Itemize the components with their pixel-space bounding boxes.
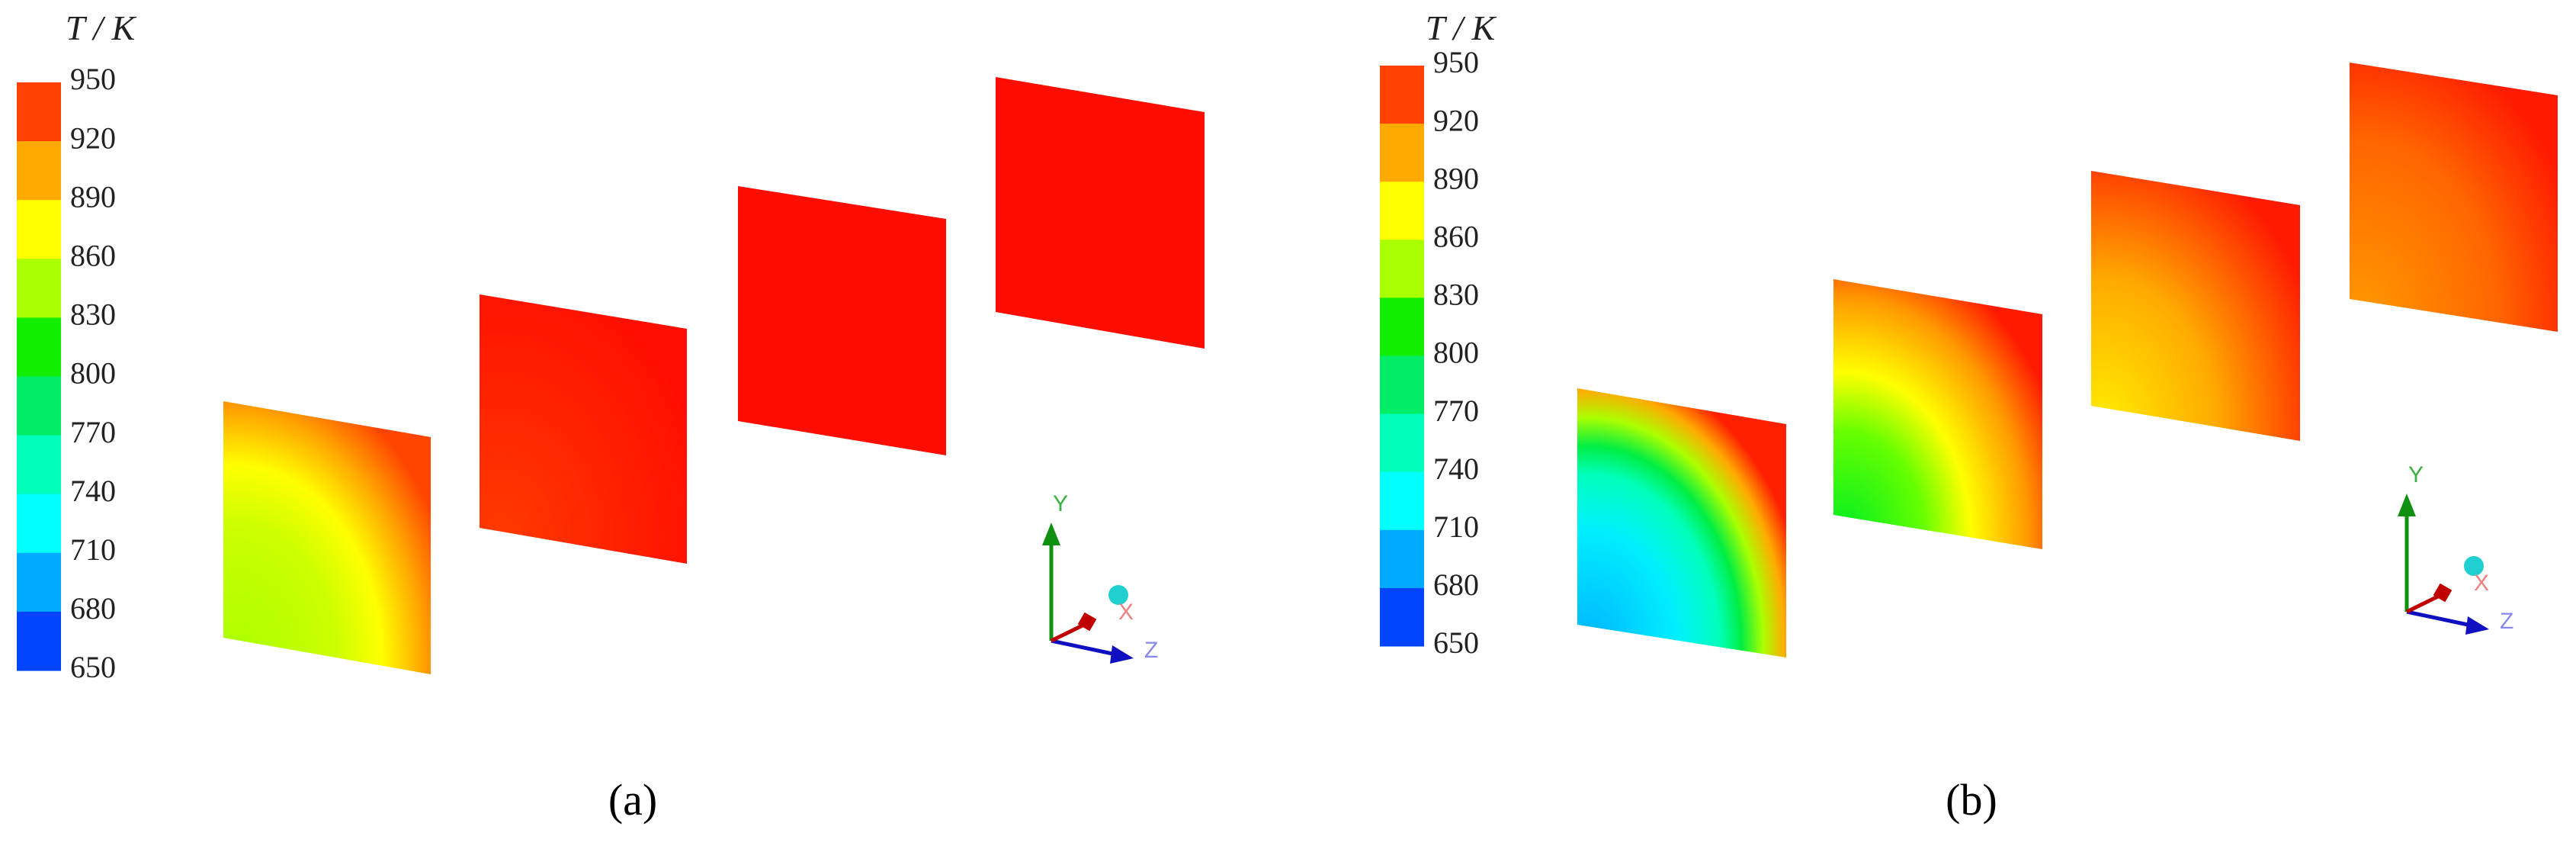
colorbar-tick-label: 830 xyxy=(1433,278,1479,312)
plate xyxy=(223,401,431,674)
colorbar-segment xyxy=(17,376,61,436)
panel-label: (b) xyxy=(1946,775,1997,825)
colorbar-segment xyxy=(17,200,61,259)
panel: T / K 950 920 890 860 830 800 770 740 710 680 650 Y Z… xyxy=(17,8,1158,825)
arrow-x xyxy=(2433,583,2452,603)
colorbar-tick-label: 770 xyxy=(1433,394,1479,428)
colorbar-segment xyxy=(17,259,61,318)
colorbar-segment xyxy=(1380,124,1424,182)
colorbar-segment xyxy=(1380,529,1424,589)
plates-b xyxy=(1577,63,2558,658)
colorbar-segment xyxy=(1380,240,1424,298)
colorbar-tick-label: 830 xyxy=(70,297,116,332)
axis-x xyxy=(1050,622,1087,643)
colorbar-tick-label: 800 xyxy=(1433,336,1479,370)
axis-label-x: X xyxy=(2474,571,2489,596)
axis-label-y: Y xyxy=(1053,491,1068,516)
plate xyxy=(1833,279,2042,549)
origin-sphere xyxy=(2464,556,2484,576)
colorbar-tick-label: 680 xyxy=(70,591,116,625)
colorbar-segment xyxy=(17,317,61,377)
colorbar-tick-label: 740 xyxy=(70,474,116,508)
legend-title: T / K xyxy=(1426,8,1497,47)
colorbar-tick-label: 920 xyxy=(1433,103,1479,137)
colorbar-segment xyxy=(17,552,61,613)
colorbar-segment xyxy=(1380,297,1424,356)
arrow-y xyxy=(1042,523,1060,545)
arrow-x xyxy=(1077,612,1097,632)
colorbar-segment xyxy=(17,494,61,554)
colorbar-segment xyxy=(1380,587,1424,647)
axis-label-z: Z xyxy=(1144,638,1158,663)
axis-label-x: X xyxy=(1118,600,1134,625)
colorbar-tick-label: 950 xyxy=(1433,45,1479,79)
panel-label: (a) xyxy=(608,775,657,825)
origin-sphere xyxy=(1108,585,1128,605)
colorbar-segment xyxy=(1380,471,1424,531)
arrow-y xyxy=(2398,494,2416,516)
colorbar-tick-label: 860 xyxy=(70,238,116,272)
colorbar-tick-label: 680 xyxy=(1433,568,1479,602)
arrow-z xyxy=(2465,616,2489,635)
colorbar-segment xyxy=(1380,355,1424,415)
plates-a xyxy=(223,77,1205,674)
colorbar-tick-label: 890 xyxy=(70,179,116,214)
colorbar-segment xyxy=(1380,182,1424,240)
colorbar-tick-label: 950 xyxy=(70,62,116,96)
axis-x xyxy=(2405,593,2443,614)
colorbar-segment xyxy=(1380,413,1424,473)
colorbar-tick-label: 920 xyxy=(70,121,116,155)
axis-label-y: Y xyxy=(2408,462,2424,487)
colorbar-segment xyxy=(17,141,61,201)
colorbar-segment xyxy=(17,435,61,495)
plate xyxy=(1577,388,1786,658)
arrow-z xyxy=(1110,645,1134,664)
plate xyxy=(996,77,1205,349)
axis-label-z: Z xyxy=(2500,609,2513,634)
colorbar-tick-label: 650 xyxy=(1433,625,1479,660)
colorbar-tick-label: 860 xyxy=(1433,219,1479,253)
colorbar-tick-label: 890 xyxy=(1433,161,1479,195)
colorbar-tick-label: 800 xyxy=(70,356,116,391)
plate xyxy=(480,294,687,564)
plate xyxy=(2350,63,2558,332)
plate xyxy=(738,186,946,455)
colorbar-tick-label: 710 xyxy=(70,532,116,567)
axis-z xyxy=(1051,638,1117,657)
colorbar-segment xyxy=(1380,66,1424,124)
colorbar-tick-label: 710 xyxy=(1433,510,1479,544)
colorbar-tick-label: 740 xyxy=(1433,452,1479,486)
colorbar-tick-label: 650 xyxy=(70,650,116,684)
plate xyxy=(2091,171,2300,441)
legend-title: T / K xyxy=(66,8,137,47)
colorbar-segment xyxy=(17,611,61,671)
colorbar-segment xyxy=(17,82,61,142)
axis-z xyxy=(2406,609,2472,628)
colorbar-tick-label: 770 xyxy=(70,415,116,449)
